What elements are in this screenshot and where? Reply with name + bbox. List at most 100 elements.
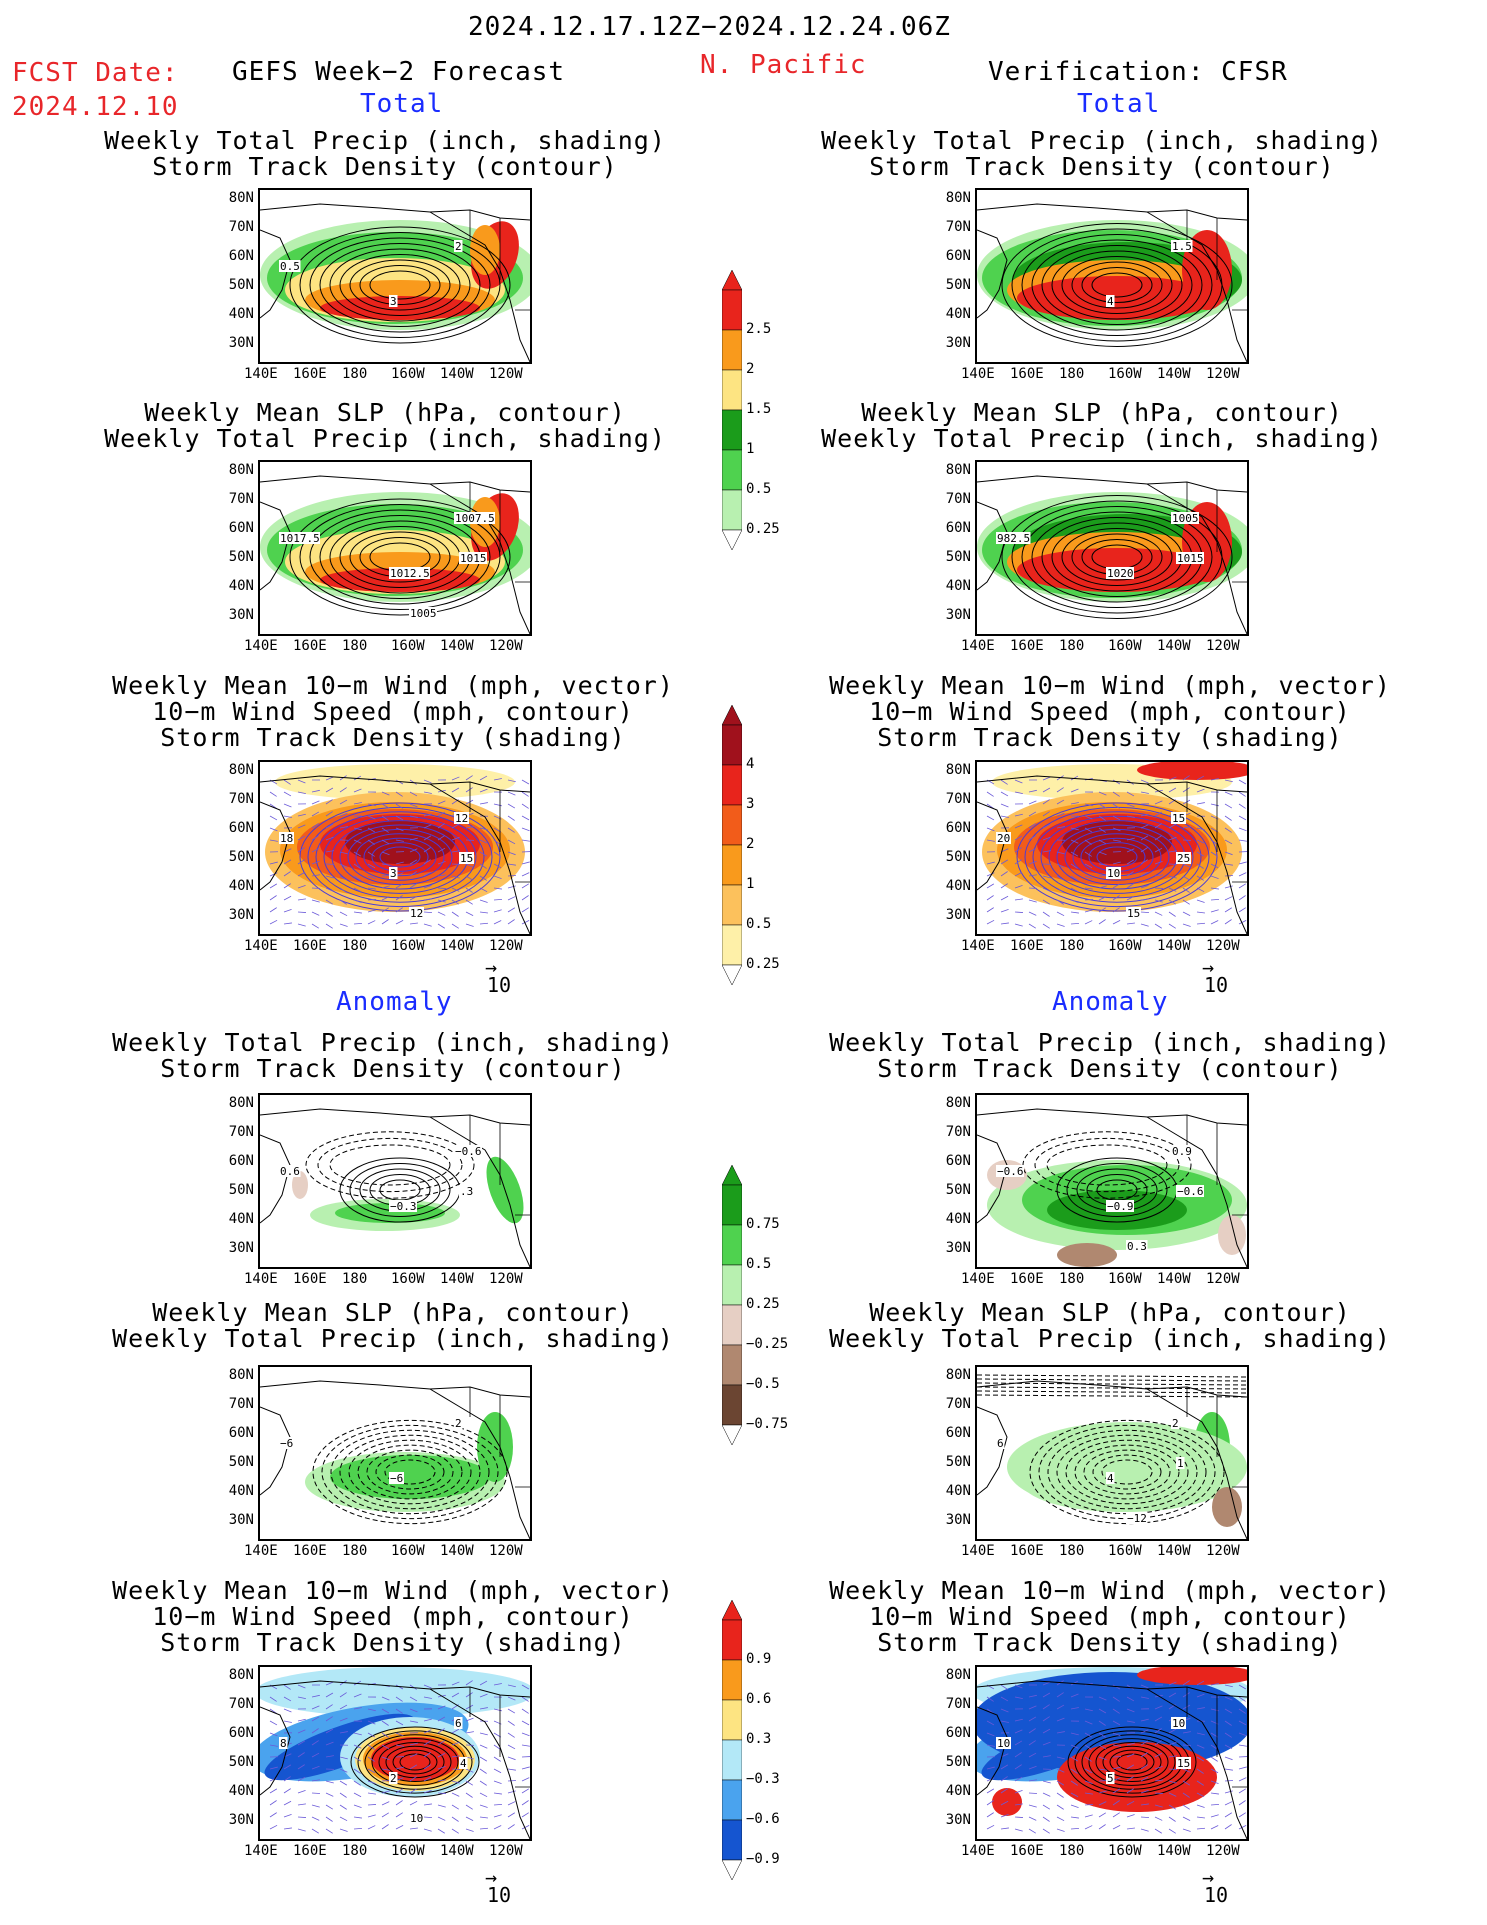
contour-label: 3 bbox=[390, 295, 397, 308]
wind-vector bbox=[353, 875, 361, 881]
wind-vector bbox=[1238, 1812, 1246, 1818]
wind-vector bbox=[395, 803, 403, 809]
slp-anom-contour bbox=[384, 1459, 436, 1485]
wind-vector bbox=[1168, 911, 1176, 917]
wind-vector bbox=[1224, 885, 1233, 889]
wind-vector bbox=[325, 875, 334, 879]
wind-vector bbox=[521, 1696, 529, 1702]
wind-vector bbox=[1098, 907, 1107, 913]
lon-tick: 140W bbox=[1157, 1543, 1191, 1559]
contour-label: 0.6 bbox=[280, 1165, 300, 1178]
wind-vector bbox=[297, 898, 306, 901]
slp-anom-contour bbox=[330, 1429, 490, 1515]
storm-anom-contour-neg bbox=[329, 1144, 451, 1186]
wind-vector bbox=[1210, 863, 1219, 869]
wind-vector bbox=[395, 1744, 404, 1747]
contour-label: 20 bbox=[997, 832, 1010, 845]
wind-vector bbox=[1154, 1792, 1164, 1794]
wind-vector bbox=[1126, 1708, 1135, 1713]
lat-tick: 60N bbox=[228, 248, 254, 264]
wind-vector bbox=[437, 911, 446, 916]
wind-vector bbox=[1168, 1681, 1177, 1686]
wind-vector bbox=[1168, 823, 1177, 829]
wind-vector bbox=[1098, 839, 1107, 845]
wind-vector bbox=[1028, 1752, 1037, 1758]
wind-vector bbox=[353, 1707, 362, 1710]
wind-vector bbox=[297, 1696, 306, 1699]
lon-tick: 160W bbox=[1108, 938, 1142, 954]
wind-vector bbox=[986, 1777, 995, 1782]
left-total-label: Total bbox=[360, 89, 444, 119]
wind-vector bbox=[1140, 1684, 1149, 1689]
slp-anom-contour bbox=[1083, 1449, 1171, 1495]
wind-vector bbox=[311, 911, 320, 916]
wind-vector bbox=[1210, 887, 1219, 890]
wind-vector bbox=[1168, 1755, 1177, 1758]
wind-vector bbox=[507, 827, 515, 833]
wind-vector bbox=[395, 1788, 404, 1794]
lon-tick: 140W bbox=[1157, 1271, 1191, 1287]
vector-ref-label: 10 bbox=[487, 973, 512, 997]
wind-vector bbox=[986, 1720, 995, 1726]
wind-vector bbox=[1014, 911, 1024, 913]
wind-vector bbox=[1042, 1716, 1050, 1722]
contour-label: 2 bbox=[390, 1772, 397, 1785]
wind-vector bbox=[409, 815, 418, 818]
panel-title-line: Weekly Mean 10−m Wind (mph, vector) bbox=[829, 671, 1391, 700]
wind-vector bbox=[325, 811, 333, 817]
borders bbox=[1186, 482, 1247, 583]
lon-tick: 140W bbox=[1157, 638, 1191, 654]
wind-vector bbox=[409, 791, 418, 797]
lat-tick: 40N bbox=[945, 878, 971, 894]
wind-vector bbox=[423, 923, 432, 927]
wind-vector bbox=[353, 1780, 361, 1786]
wind-vector bbox=[1028, 823, 1036, 829]
wind-vector bbox=[339, 887, 347, 893]
colorbar-seg bbox=[721, 1779, 743, 1821]
wind-vector bbox=[451, 899, 460, 905]
wind-vector bbox=[1000, 1788, 1008, 1794]
wind-vector bbox=[1126, 1720, 1135, 1723]
lon-tick: 120W bbox=[1206, 938, 1240, 954]
panel-title-line: Weekly Total Precip (inch, shading) bbox=[821, 126, 1383, 155]
panel-title-line: Storm Track Density (shading) bbox=[877, 723, 1343, 752]
wind-vector bbox=[1126, 848, 1135, 853]
wind-vector bbox=[1112, 1732, 1121, 1737]
wind-vector bbox=[1112, 815, 1121, 821]
wind-vector bbox=[1210, 839, 1218, 845]
lon-tick: 160E bbox=[1010, 938, 1044, 954]
wind-vector bbox=[353, 788, 362, 793]
wind-vector bbox=[1070, 1756, 1079, 1762]
wind-vector bbox=[409, 871, 417, 877]
contour-label: −6 bbox=[390, 1472, 403, 1485]
wind-vector bbox=[311, 835, 319, 841]
wind-vector bbox=[521, 872, 530, 877]
lon-tick: 120W bbox=[489, 1271, 523, 1287]
panel-title-line: Weekly Total Precip (inch, shading) bbox=[829, 1324, 1391, 1353]
wind-vector bbox=[1112, 1696, 1120, 1702]
wind-vector bbox=[1210, 1744, 1218, 1750]
lon-tick: 140E bbox=[244, 638, 278, 654]
wind-vector bbox=[269, 861, 278, 865]
wind-vector bbox=[451, 1828, 459, 1834]
storm-contour bbox=[1041, 245, 1193, 325]
map-panel-r2: 1020 1005 982.5 1015 bbox=[975, 460, 1249, 636]
panel-title-line: Weekly Mean 10−m Wind (mph, vector) bbox=[829, 1576, 1391, 1605]
wind-vector bbox=[1028, 1765, 1037, 1770]
wind-vector bbox=[297, 884, 306, 889]
wind-vector bbox=[1140, 1816, 1150, 1819]
wind-vector bbox=[297, 1740, 306, 1746]
wind-speed-contour bbox=[1072, 833, 1162, 881]
lon-tick: 180 bbox=[1059, 938, 1085, 954]
storm-anom-contour bbox=[349, 1163, 451, 1217]
wind-vector bbox=[423, 859, 431, 865]
wind-vector bbox=[283, 791, 292, 797]
wind-vector bbox=[1196, 899, 1205, 903]
lat-tick: 70N bbox=[945, 791, 971, 807]
wind-vector bbox=[1168, 776, 1177, 781]
wind-vector bbox=[1070, 1827, 1080, 1830]
slp-anom-contour bbox=[366, 1449, 454, 1495]
borders bbox=[469, 1387, 530, 1488]
wind-vector bbox=[1084, 815, 1093, 820]
wind-vector bbox=[1238, 895, 1246, 901]
